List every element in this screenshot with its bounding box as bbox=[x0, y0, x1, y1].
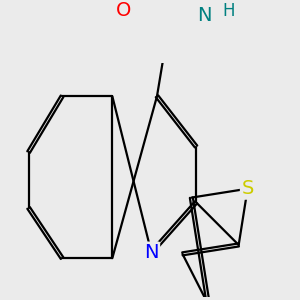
Text: H: H bbox=[207, 0, 219, 3]
Text: O: O bbox=[116, 2, 131, 20]
Text: S: S bbox=[242, 179, 254, 198]
Text: N: N bbox=[144, 243, 159, 262]
Text: N: N bbox=[197, 6, 212, 25]
Text: H: H bbox=[222, 2, 234, 20]
